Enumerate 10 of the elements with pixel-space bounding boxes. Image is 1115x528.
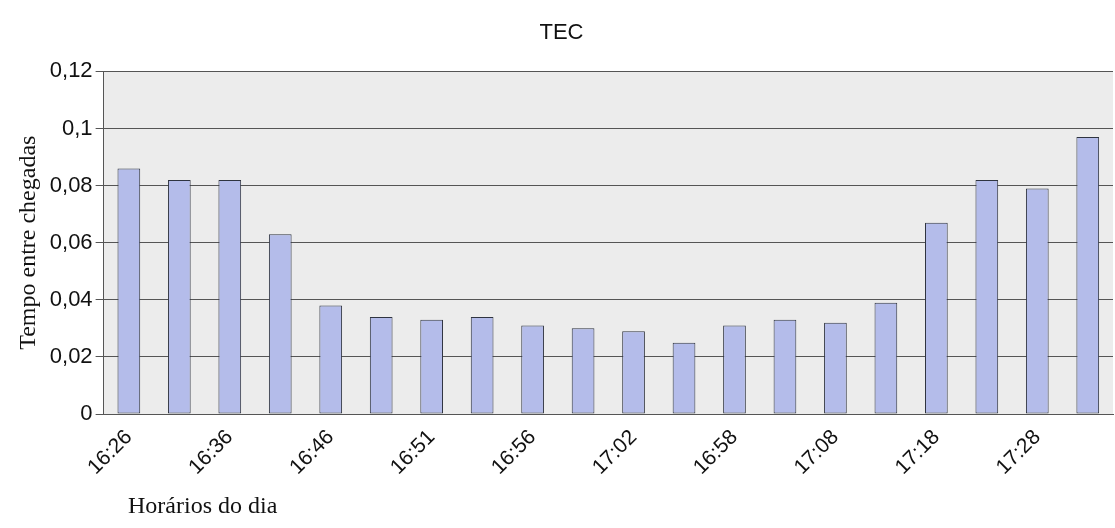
y-tick-label: 0 <box>80 400 93 426</box>
y-tick-label: 0,08 <box>49 171 93 197</box>
y-tick-label: 0,1 <box>62 114 93 140</box>
y-axis-title: Tempo entre chegadas <box>13 135 40 350</box>
y-tick-label: 0,04 <box>49 285 93 311</box>
y-tick-label: 0,06 <box>49 228 93 254</box>
y-tick-label: 0,12 <box>49 57 93 83</box>
chart-title: TEC <box>539 19 584 45</box>
y-tick-label: 0,02 <box>49 342 93 368</box>
x-axis-title: Horários do dia <box>128 492 278 519</box>
